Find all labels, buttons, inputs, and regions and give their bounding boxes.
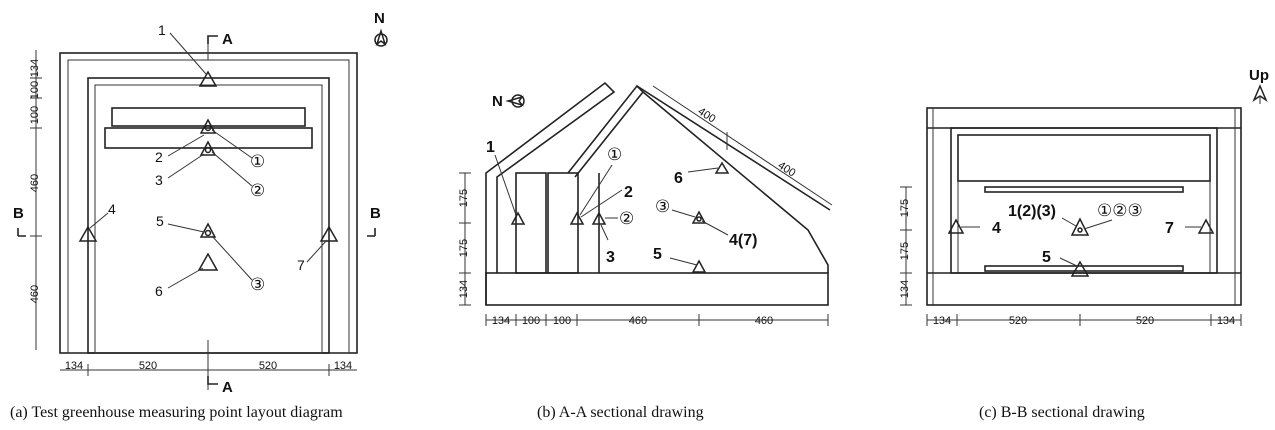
dim-c-134b: 134: [1217, 315, 1235, 327]
b-point-6: 6: [674, 170, 683, 187]
dim-b-100b: 100: [553, 315, 571, 327]
side-mark-b-left: B: [13, 205, 24, 222]
roof-inner-line: [642, 91, 829, 273]
dim-b-134v: 134: [458, 280, 470, 298]
b-circled-2: ②: [619, 209, 634, 228]
b-marker-3: [591, 211, 607, 225]
dim-v-100a: 100: [29, 81, 41, 99]
triangle-marker-6: [197, 252, 219, 271]
caption-b: (b) A-A sectional drawing: [537, 404, 704, 421]
dim-c-520a: 520: [1009, 315, 1027, 327]
dim-b-460b: 460: [755, 315, 773, 327]
dim-h-520a: 520: [139, 360, 157, 372]
plan-inner-wall: [87, 77, 330, 354]
circled-label-1: ①: [250, 152, 265, 171]
dim-b-175a: 175: [458, 189, 470, 207]
floor-base: [485, 272, 829, 306]
c-marker-7: [1197, 218, 1215, 234]
dim-b-134: 134: [492, 315, 510, 327]
triangle-marker-7: [319, 225, 339, 242]
point-label-6: 6: [155, 283, 163, 299]
c-upper-room: [957, 134, 1211, 182]
dim-roof-400a: 400: [696, 105, 718, 125]
north-label-a: N: [374, 10, 385, 27]
dim-v-460a: 460: [29, 174, 41, 192]
c-point-5: 5: [1042, 249, 1051, 266]
north-arrow-icon: [374, 33, 388, 47]
bench-right: [547, 172, 579, 274]
diagram-canvas: 134 100 100 460 460 134 520 520 134 A A …: [13, 10, 1269, 396]
side-mark-b-right: B: [370, 205, 381, 222]
dim-b-175b: 175: [458, 239, 470, 257]
b-point-4-7: 4(7): [729, 232, 757, 249]
dim-c-134v: 134: [899, 280, 911, 298]
b-point-1: 1: [486, 139, 495, 156]
plan-bench-upper: [111, 107, 306, 127]
b-circled-3: ③: [655, 197, 670, 216]
middle-roof: [567, 84, 645, 178]
section-mark-a-top: A: [222, 31, 233, 48]
panel-a-plan: 134 100 100 460 460 134 520 520 134 A A …: [13, 10, 388, 396]
c-bench-bottom: [984, 265, 1184, 272]
circled-label-3: ③: [250, 275, 265, 294]
triangle-marker-4: [78, 225, 98, 242]
circled-label-2: ②: [250, 181, 265, 200]
b-point-5: 5: [653, 246, 662, 263]
north-label-b: N: [492, 93, 503, 110]
c-marker-5: [1070, 260, 1090, 277]
point-label-7: 7: [297, 257, 305, 273]
north-arrow-side-icon: [511, 94, 525, 108]
point-label-3: 3: [155, 172, 163, 188]
b-circled-1: ①: [607, 145, 622, 164]
triangle-marker-dot-1: [199, 118, 217, 134]
dim-v-460b: 460: [29, 285, 41, 303]
c-point-4: 4: [992, 220, 1001, 237]
c-inner-frame: [950, 127, 1218, 274]
left-roof-wall: [485, 81, 616, 305]
section-mark-a-bottom: A: [222, 379, 233, 396]
dim-c-134a: 134: [933, 315, 951, 327]
point-label-1: 1: [158, 22, 166, 38]
dim-c-175b: 175: [899, 242, 911, 260]
triangle-marker-5: [199, 222, 217, 238]
plan-outer-wall: [59, 52, 358, 354]
c-bench-top: [984, 186, 1184, 193]
b-marker-6: [714, 161, 730, 174]
b-marker-5: [691, 259, 707, 273]
dim-v-134: 134: [29, 59, 41, 77]
c-point-1-2-3: 1(2)(3): [1008, 203, 1056, 220]
panel-c-section: 134 520 520 134 175 175 134 Up 4 1(2)(3)…: [899, 67, 1269, 327]
c-marker-1-2-3: [1070, 217, 1090, 236]
b-marker-2: [569, 211, 585, 225]
dim-c-175a: 175: [899, 199, 911, 217]
panel-b-section: 134 100 100 460 460 175 175 134 400 400 …: [458, 81, 833, 327]
b-marker-4-7: [691, 210, 707, 224]
point-label-2: 2: [155, 149, 163, 165]
caption-c: (c) B-B sectional drawing: [979, 404, 1145, 421]
roof-outer-line: [636, 85, 831, 211]
c-circled-group: ①②③: [1097, 201, 1143, 220]
c-point-7: 7: [1165, 220, 1174, 237]
dim-c-520b: 520: [1136, 315, 1154, 327]
dim-h-520b: 520: [259, 360, 277, 372]
c-outer-frame: [926, 107, 1242, 306]
b-point-3: 3: [606, 249, 615, 266]
point-label-5: 5: [156, 213, 164, 229]
point-label-4: 4: [108, 201, 116, 217]
b-point-2: 2: [624, 184, 633, 201]
dim-h-134b: 134: [334, 360, 352, 372]
bench-left: [515, 172, 547, 274]
dim-h-134a: 134: [65, 360, 83, 372]
caption-a: (a) Test greenhouse measuring point layo…: [10, 404, 343, 421]
up-label-c: Up: [1249, 67, 1269, 84]
triangle-marker-1: [198, 70, 218, 87]
triangle-marker-2-3: [199, 140, 217, 156]
dim-b-100a: 100: [522, 315, 540, 327]
dim-b-460a: 460: [629, 315, 647, 327]
dim-v-100b: 100: [29, 106, 41, 124]
b-marker-1: [510, 211, 526, 225]
c-marker-4: [947, 218, 965, 234]
